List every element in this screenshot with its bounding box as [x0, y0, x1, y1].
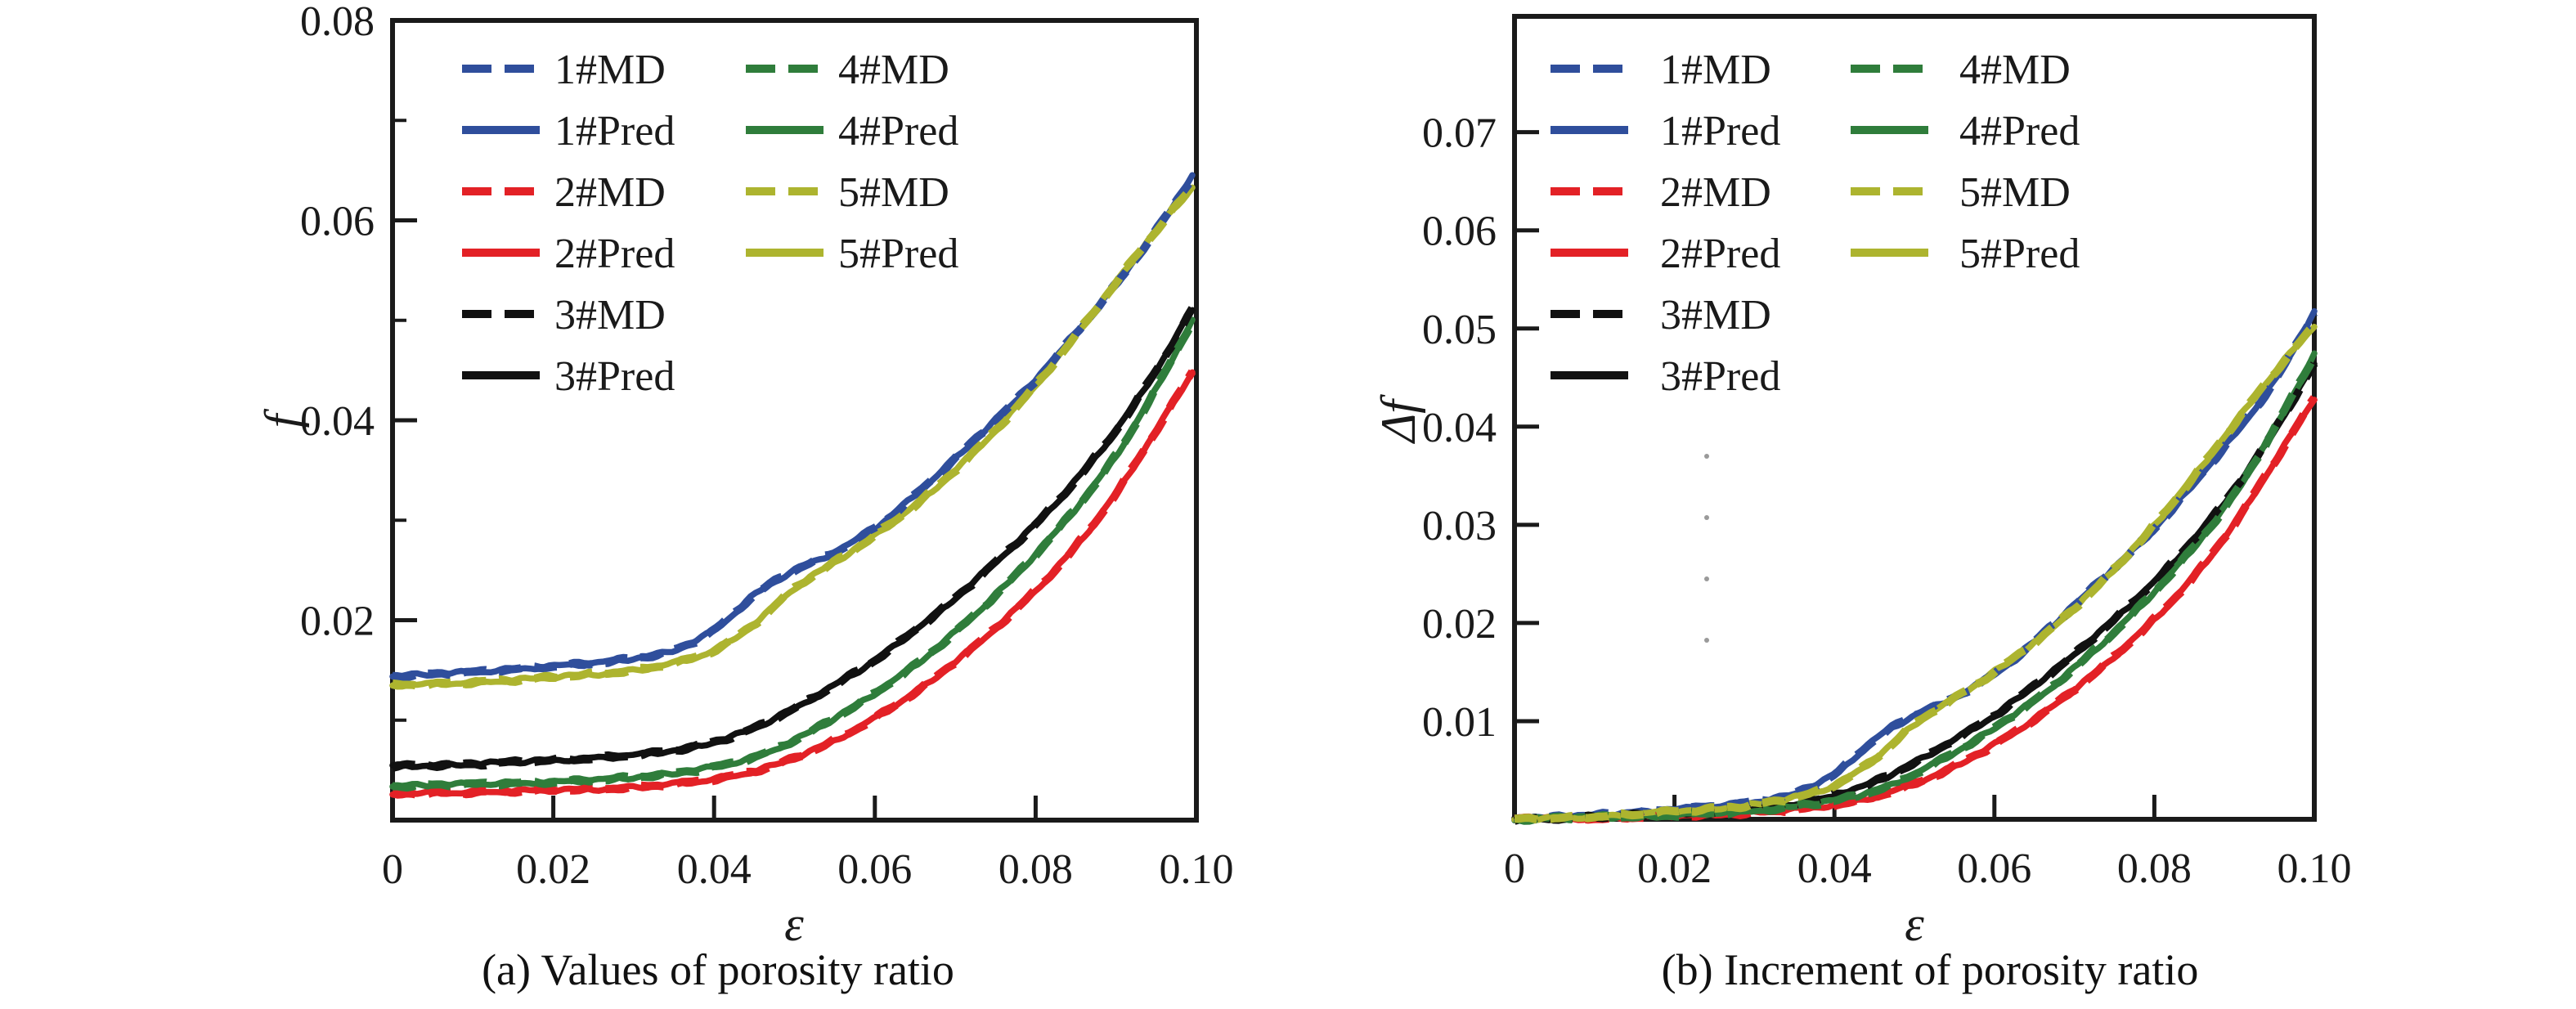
- legend-entry: 2#MD: [462, 169, 666, 216]
- legend-entry: 4#Pred: [1851, 108, 2080, 155]
- series-line-1#Pred: [1511, 307, 2318, 824]
- series-line-2#Pred: [1511, 397, 2318, 824]
- legend-entry-label: 5#MD: [838, 169, 949, 216]
- legend-entry: 4#MD: [1851, 47, 2071, 93]
- legend-entry: 1#Pred: [462, 108, 675, 155]
- x-tick-label: 0.04: [677, 846, 752, 893]
- chart-a-legend: 1#MD 1#Pred 2#MD 2#Pred 3#MD 3#Pred 4#MD 4#Pred…: [462, 47, 958, 400]
- legend-entry-label: 2#Pred: [554, 231, 675, 277]
- legend-entry: 2#Pred: [462, 231, 675, 277]
- x-axis-label-b: ε: [1905, 897, 1924, 951]
- x-tick-label: 0: [382, 846, 403, 893]
- legend-entry-label: 3#Pred: [1660, 353, 1780, 400]
- legend-entry-label: 4#Pred: [1959, 108, 2080, 155]
- x-tick-label: 0.10: [2278, 845, 2352, 892]
- legend-entry: 5#MD: [1851, 169, 2071, 216]
- series-line-5#Pred: [389, 184, 1196, 690]
- legend-entry-label: 1#Pred: [554, 108, 675, 155]
- legend-entry-label: 5#Pred: [838, 231, 958, 277]
- chart-b-frame: [1512, 14, 2317, 822]
- y-axis-label-b: Δf: [1371, 394, 1425, 444]
- series-line-5#MD: [392, 184, 1196, 691]
- y-tick-label: 0.06: [1422, 209, 1497, 255]
- y-tick-label: 0.04: [1422, 405, 1497, 451]
- legend-entry: 5#MD: [746, 169, 949, 216]
- legend-entry-label: 4#MD: [838, 47, 949, 93]
- legend-entry-label: 1#MD: [554, 47, 666, 93]
- chart-a-curves: [389, 172, 1196, 800]
- chart-a-tick-labels: 0 0.02 0.04 0.06 0.08 0.10 0.02 0.04 0.06 0.08: [300, 0, 1234, 893]
- x-tick-label: 0.02: [516, 846, 590, 893]
- chart-a-frame: [390, 18, 1199, 823]
- x-tick-label: 0.08: [999, 846, 1073, 893]
- y-tick-label: 0.01: [1422, 699, 1497, 746]
- legend-entry: 4#MD: [746, 47, 949, 93]
- y-tick-label: 0.07: [1422, 110, 1497, 157]
- legend-entry-label: 4#Pred: [838, 108, 958, 155]
- y-tick-label: 0.04: [300, 398, 375, 445]
- series-line-5#Pred: [1511, 324, 2318, 823]
- series-line-4#MD: [393, 321, 1196, 792]
- chart-b-curves: [1511, 307, 2318, 825]
- x-tick-label: 0: [1504, 845, 1525, 892]
- series-line-3#MD: [1513, 361, 2318, 825]
- x-tick-label: 0.06: [1957, 845, 2031, 892]
- chart-a: 0 0.02 0.04 0.06 0.08 0.10 0.02 0.04 0.06 0.08 1#…: [255, 0, 1234, 951]
- legend-entry: 1#Pred: [1551, 108, 1780, 155]
- series-line-4#MD: [1513, 354, 2318, 825]
- legend-entry: 2#Pred: [1551, 231, 1780, 277]
- x-axis-label-a: ε: [784, 897, 804, 951]
- series-line-2#MD: [1514, 395, 2318, 824]
- chart-b-tick-labels: 0 0.02 0.04 0.06 0.08 0.10 0.01 0.02 0.03 0.04 0.0…: [1422, 110, 2352, 892]
- series-line-1#MD: [1513, 312, 2318, 825]
- legend-entry-label: 1#MD: [1660, 47, 1771, 93]
- legend-entry: 3#Pred: [462, 353, 675, 400]
- y-tick-label: 0.02: [1422, 601, 1497, 648]
- legend-entry: 4#Pred: [746, 108, 958, 155]
- x-tick-label: 0.08: [2117, 845, 2192, 892]
- legend-entry: 1#MD: [462, 47, 666, 93]
- x-tick-label: 0.04: [1797, 845, 1872, 892]
- legend-entry: 3#MD: [1551, 292, 1771, 339]
- series-line-3#MD: [391, 306, 1196, 772]
- x-tick-label: 0.10: [1160, 846, 1234, 893]
- x-tick-label: 0.02: [1637, 845, 1712, 892]
- legend-entry-label: 5#MD: [1959, 169, 2071, 216]
- legend-entry-label: 5#Pred: [1959, 231, 2080, 277]
- chart-b-legend: 1#MD 1#Pred 2#MD 2#Pred 3#MD 3#Pred 4#MD 4#Pred…: [1551, 47, 2080, 400]
- y-tick-label: 0.03: [1422, 503, 1497, 549]
- caption-a: (a) Values of porosity ratio: [482, 945, 954, 994]
- y-tick-label: 0.06: [300, 199, 375, 245]
- legend-entry-label: 4#MD: [1959, 47, 2071, 93]
- legend-entry-label: 3#Pred: [554, 353, 675, 400]
- legend-entry-label: 3#MD: [554, 292, 666, 339]
- chart-a-ticks: [390, 18, 1199, 820]
- y-tick-label: 0.02: [300, 599, 375, 645]
- series-line-3#Pred: [1511, 361, 2318, 823]
- legend-entry-label: 2#MD: [554, 169, 666, 216]
- chart-b: 0 0.02 0.04 0.06 0.08 0.10 0.01 0.02 0.03 0.04 0.0…: [1371, 14, 2352, 951]
- legend-entry: 3#MD: [462, 292, 666, 339]
- legend-entry-label: 1#Pred: [1660, 108, 1780, 155]
- legend-entry-label: 2#Pred: [1660, 231, 1780, 277]
- y-tick-label: 0.05: [1422, 307, 1497, 353]
- legend-entry: 2#MD: [1551, 169, 1771, 216]
- legend-entry-label: 2#MD: [1660, 169, 1771, 216]
- legend-entry: 1#MD: [1551, 47, 1771, 93]
- x-tick-label: 0.06: [837, 846, 912, 893]
- legend-entry-label: 3#MD: [1660, 292, 1771, 339]
- series-line-4#Pred: [1511, 350, 2318, 824]
- legend-entry: 5#Pred: [1851, 231, 2080, 277]
- caption-b: (b) Increment of porosity ratio: [1661, 945, 2199, 994]
- y-tick-label: 0.08: [300, 0, 375, 45]
- artifact-dots: [1704, 454, 1709, 643]
- legend-entry: 5#Pred: [746, 231, 958, 277]
- series-line-2#MD: [392, 369, 1196, 800]
- legend-entry: 3#Pred: [1551, 353, 1780, 400]
